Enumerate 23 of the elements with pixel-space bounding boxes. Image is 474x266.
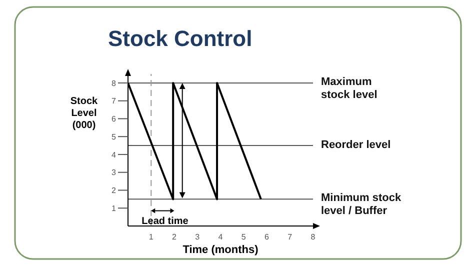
y-tick-label: 3 bbox=[112, 168, 117, 178]
x-tick-label: 3 bbox=[195, 232, 200, 242]
ref-line-label: Maximum stock level bbox=[321, 76, 378, 102]
x-tick-label: 7 bbox=[288, 232, 293, 242]
ref-line-label: Minimum stock level / Buffer bbox=[321, 192, 402, 218]
y-tick-label: 4 bbox=[112, 150, 117, 160]
x-tick-label: 2 bbox=[172, 232, 178, 242]
y-tick-label: 6 bbox=[112, 114, 117, 124]
y-axis-title: Stock Level (000) bbox=[69, 96, 99, 132]
x-tick-label: 4 bbox=[218, 232, 224, 242]
y-tick-label: 7 bbox=[112, 96, 117, 106]
x-tick-label: 5 bbox=[241, 232, 246, 242]
y-tick-label: 5 bbox=[112, 132, 117, 142]
x-axis-title: Time (months) bbox=[182, 244, 260, 256]
x-tick-label: 8 bbox=[310, 232, 316, 242]
y-tick-label: 2 bbox=[112, 186, 117, 196]
chart-title: Stock Control bbox=[108, 26, 252, 52]
y-tick-label: 1 bbox=[112, 204, 117, 213]
y-tick-label: 8 bbox=[112, 78, 117, 88]
annotation: Lead time bbox=[140, 216, 190, 228]
x-tick-label: 6 bbox=[264, 232, 270, 242]
x-tick-label: 1 bbox=[148, 232, 154, 242]
ref-line-label: Reorder level bbox=[321, 138, 392, 152]
